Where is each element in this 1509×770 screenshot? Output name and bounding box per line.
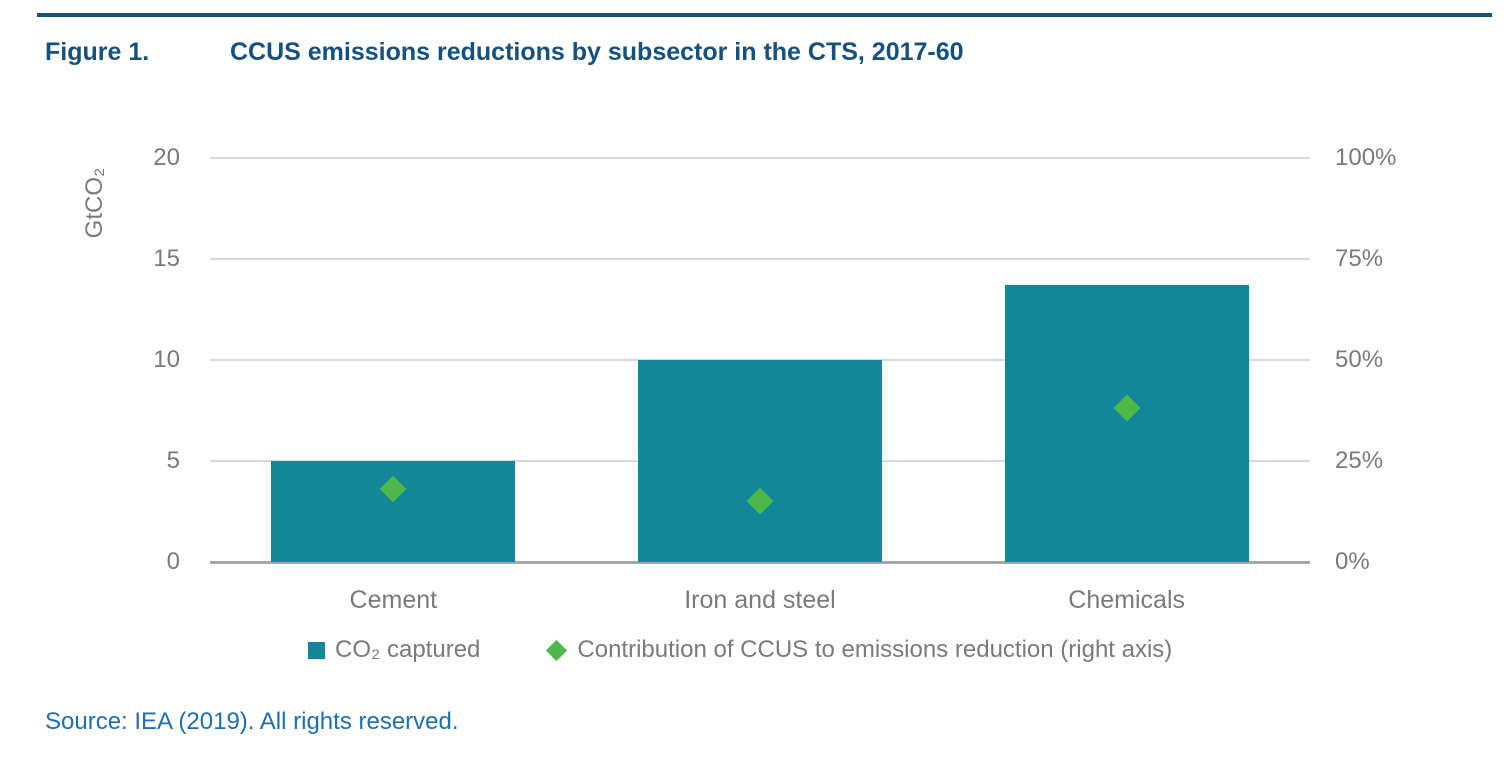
figure-number: Figure 1. <box>45 38 150 66</box>
right-axis-tick-label: 75% <box>1335 245 1384 272</box>
legend-item-ccus-contribution: Contribution of CCUS to emissions reduct… <box>546 636 1172 664</box>
category-label: Chemicals <box>1068 586 1185 614</box>
category-label: Iron and steel <box>684 586 836 614</box>
x-axis-line <box>210 561 1310 564</box>
category-label: Cement <box>349 586 438 614</box>
right-axis-tick-label: 100% <box>1335 144 1397 171</box>
source-line: Source: IEA (2019). All rights reserved. <box>45 708 459 735</box>
left-axis-title: GtCO₂ <box>81 167 108 239</box>
left-axis-tick-label: 20 <box>153 144 180 171</box>
legend-label: CO₂ captured <box>335 636 481 663</box>
right-axis-tick-label: 25% <box>1335 447 1384 474</box>
left-axis-tick-label: 10 <box>153 346 180 373</box>
chart-legend: CO₂ captured Contribution of CCUS to emi… <box>308 636 1172 664</box>
left-axis-tick-label: 5 <box>166 447 180 474</box>
left-axis-tick-label: 15 <box>153 245 180 272</box>
header-rule <box>37 13 1492 17</box>
bar-series-swatch-icon <box>308 641 325 659</box>
figure-title: CCUS emissions reductions by subsector i… <box>230 38 964 66</box>
bar-chemicals <box>1004 285 1249 562</box>
legend-item-co2-captured: CO₂ captured <box>308 636 480 664</box>
bar-iron-and-steel <box>638 360 882 562</box>
right-axis-tick-label: 0% <box>1335 548 1370 575</box>
legend-label: Contribution of CCUS to emissions reduct… <box>577 636 1173 663</box>
gridline <box>210 157 1310 159</box>
right-axis-tick-label: 50% <box>1335 346 1384 373</box>
gridline <box>210 258 1310 260</box>
diamond-marker-icon <box>546 639 568 661</box>
left-axis-tick-label: 0 <box>166 548 180 575</box>
